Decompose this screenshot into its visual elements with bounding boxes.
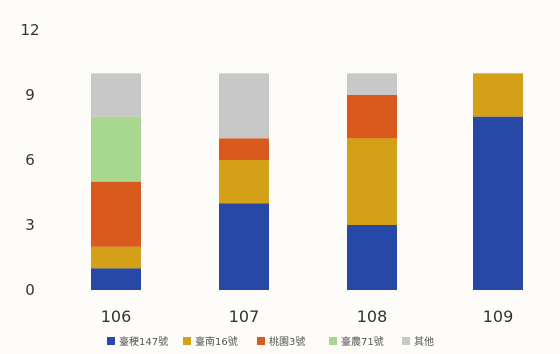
bar-segment [91,73,141,117]
bar-segment [347,95,397,139]
legend-label: 臺南16號 [195,335,238,348]
bar-segment [219,138,269,160]
bar-segment [219,203,269,290]
legend-swatch [402,337,410,345]
bar-segment [347,138,397,225]
bar-segment [91,246,141,269]
bar-segment [347,225,397,290]
legend-swatch [329,337,337,345]
legend-label: 臺農71號 [341,335,384,348]
bar-segment [91,268,141,290]
x-category-label: 109 [483,307,514,326]
legend-swatch [257,337,265,345]
legend-swatch [107,337,115,345]
x-axis-labels: 106 107 108 109 [101,307,514,326]
y-tick-label: 0 [25,281,35,299]
x-category-label: 106 [101,307,132,326]
y-tick-label: 12 [20,21,39,39]
y-axis-ticks: 0 3 6 9 12 [20,21,39,299]
y-tick-label: 6 [25,151,35,169]
x-category-label: 108 [357,307,388,326]
bar-segment [473,116,523,291]
legend-label: 臺稉147號 [119,335,168,348]
bar-segment [91,181,141,247]
bar-segment [473,73,523,117]
bar-segment [219,73,269,139]
legend-label: 其他 [414,335,434,348]
bar-segment [347,73,397,95]
bars-group [91,73,523,291]
y-tick-label: 9 [25,86,35,104]
legend: 臺稉147號 臺南16號 桃園3號 臺農71號 其他 [107,335,434,348]
bar-segment [219,160,269,204]
y-tick-label: 3 [25,216,35,234]
legend-label: 桃園3號 [269,335,305,348]
x-category-label: 107 [229,307,260,326]
legend-swatch [183,337,191,345]
bar-segment [91,116,141,182]
